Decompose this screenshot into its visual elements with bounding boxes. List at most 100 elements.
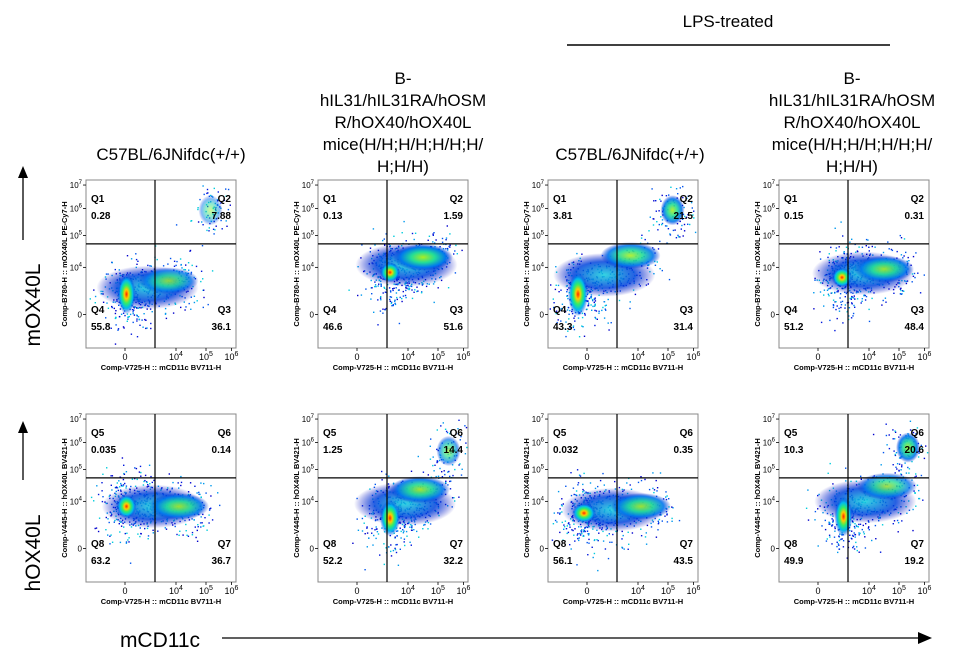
event-dot [907, 466, 909, 469]
event-dot [390, 301, 393, 303]
event-dot [661, 222, 664, 225]
event-dot [458, 419, 460, 421]
y-tick-label: 107 [763, 414, 776, 424]
column-header-1-line-1: C57BL/6JNifdc(+/+) [96, 145, 245, 164]
event-dot [188, 302, 190, 305]
event-dot [377, 285, 379, 287]
event-dot [814, 510, 817, 513]
event-dot [875, 538, 877, 540]
event-dot [664, 515, 666, 517]
event-dot [394, 548, 397, 551]
event-dot [380, 299, 382, 301]
event-dot [589, 482, 592, 484]
event-dot [853, 525, 856, 528]
event-dot [861, 528, 863, 531]
event-dot [655, 200, 657, 202]
event-dot [220, 219, 222, 222]
event-dot [110, 475, 112, 477]
event-dot [579, 475, 582, 477]
event-dot [124, 482, 126, 485]
event-dot [427, 528, 429, 530]
event-dot [111, 261, 113, 264]
event-dot [396, 298, 398, 301]
event-dot [452, 474, 454, 477]
event-dot [422, 471, 425, 473]
event-dot [225, 195, 227, 197]
event-dot [190, 220, 193, 222]
event-dot [621, 530, 623, 533]
event-dot [672, 229, 675, 232]
event-dot [640, 479, 643, 482]
event-dot [577, 317, 580, 319]
event-dot [570, 472, 572, 474]
event-dot [371, 293, 373, 295]
y-tick-label: 107 [70, 180, 83, 190]
event-dot [435, 239, 437, 241]
event-dot [829, 522, 831, 525]
event-dot [557, 512, 559, 514]
event-dot [657, 523, 660, 525]
event-dot [823, 305, 825, 307]
event-dot [858, 532, 860, 534]
event-dot [682, 185, 684, 188]
event-dot [123, 327, 125, 329]
flow-plot-r1c1: Q1 0.28 Q2 7.88 Q3 36.1 Q4 55.8 0 104 105 106 Comp-V… [60, 179, 239, 372]
event-dot [820, 321, 823, 324]
event-dot [900, 254, 903, 256]
event-dot [405, 289, 407, 292]
event-dot [838, 307, 840, 310]
event-dot [852, 297, 855, 299]
event-dot [408, 288, 410, 291]
event-dot [850, 298, 852, 300]
event-dot [555, 312, 557, 315]
event-dot [389, 298, 391, 301]
event-dot [868, 526, 870, 528]
event-dot [861, 300, 863, 302]
y-tick-label: 105 [302, 464, 315, 474]
event-dot [394, 300, 396, 302]
event-dot [900, 469, 902, 471]
event-dot [838, 246, 840, 248]
event-dot [194, 485, 196, 487]
event-dot [852, 315, 854, 317]
event-dot [901, 464, 903, 466]
event-dot [848, 307, 851, 309]
event-dot [591, 309, 593, 311]
density-secondary [390, 476, 450, 504]
event-dot [459, 439, 461, 441]
density-peak [832, 267, 852, 288]
event-dot [101, 500, 104, 503]
event-dot [401, 300, 403, 303]
event-dot [640, 476, 642, 478]
quadrant-percent: 7.88 [212, 211, 232, 222]
event-dot [109, 535, 111, 537]
event-dot [416, 286, 418, 288]
event-dot [380, 284, 382, 286]
event-dot [839, 293, 842, 295]
event-dot [371, 527, 373, 530]
event-dot [101, 482, 103, 484]
event-dot [908, 468, 911, 470]
quadrant-name: Q8 [323, 539, 337, 550]
event-dot [116, 487, 119, 489]
event-dot [577, 537, 579, 540]
event-dot [660, 216, 662, 218]
quadrant-name: Q5 [784, 428, 798, 439]
event-dot [660, 200, 662, 202]
event-dot [675, 237, 678, 239]
event-dot [370, 298, 372, 300]
event-dot [834, 530, 836, 532]
event-dot [550, 284, 552, 286]
event-dot [834, 291, 836, 294]
event-dot [569, 524, 571, 526]
event-dot [863, 294, 865, 296]
event-dot [817, 545, 819, 547]
event-dot [97, 530, 100, 533]
event-dot [861, 246, 864, 248]
event-dot [665, 496, 667, 498]
event-dot [567, 330, 569, 332]
x-tick-label: 105 [892, 585, 906, 596]
event-dot [556, 521, 558, 523]
event-dot [381, 479, 383, 481]
event-dot [176, 533, 178, 536]
